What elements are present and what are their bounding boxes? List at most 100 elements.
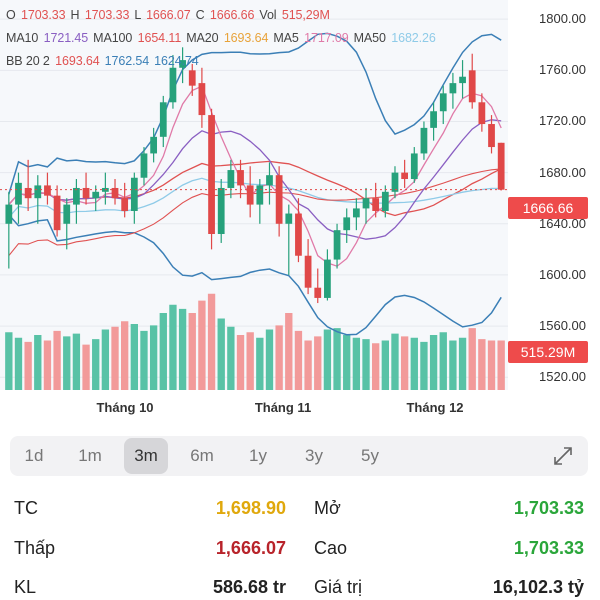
month-label: Tháng 10 (96, 400, 154, 415)
volume-bar (478, 339, 486, 390)
candle-body (15, 182, 22, 205)
price-axis-label: 1760.00 (539, 62, 586, 78)
candle-body (304, 255, 312, 288)
volume-bar (410, 337, 418, 390)
candle-body (459, 76, 466, 84)
range-button-1m[interactable]: 1m (78, 446, 102, 465)
legend-label: Vol (259, 8, 280, 22)
volume-bar (227, 326, 235, 390)
candle-body (53, 195, 61, 231)
legend-label: C (195, 8, 208, 22)
candle-body (63, 204, 71, 224)
candle-body (256, 185, 264, 205)
expand-icon[interactable] (552, 445, 574, 467)
legend-bb-row: BB 20 2 1693.64 1762.54 1624.74 (6, 54, 204, 68)
volume-bar (14, 337, 23, 390)
price-axis-label: 1800.00 (539, 11, 586, 27)
kl-label: KL (14, 577, 37, 597)
legend-ma-row: MA10 1721.45 MA100 1654.11 MA20 1693.64 MA5… (6, 31, 441, 45)
candle-body (343, 217, 351, 231)
candle-body (44, 185, 51, 196)
legend-value: 1721.45 (43, 31, 89, 45)
legend-label: MA20 (186, 31, 222, 45)
volume-bar (362, 339, 370, 390)
volume-bar (159, 313, 167, 390)
candle-body (92, 191, 100, 199)
range-button-3m[interactable]: 3m (124, 438, 168, 474)
price-axis-label: 1600.00 (539, 266, 586, 282)
candle-body (285, 213, 293, 224)
volume-bar (169, 304, 177, 390)
legend-label: MA10 (6, 31, 42, 45)
volume-bar (236, 335, 245, 390)
legend-value: 1666.07 (146, 8, 191, 22)
legend-label: MA5 (273, 31, 303, 45)
candle-body (82, 187, 90, 199)
candle-body (198, 83, 206, 116)
volume-bar (391, 333, 399, 390)
volume-bar (304, 340, 312, 390)
volume-bar (372, 343, 380, 390)
range-button-1d[interactable]: 1d (24, 446, 44, 465)
candle-body (352, 208, 360, 218)
volume-bar (275, 325, 283, 390)
candle-body (208, 115, 215, 234)
price-chart[interactable]: O 1703.33 H 1703.33 L 1666.07 C 1666.66 Vol … (0, 0, 600, 430)
range-button-5y[interactable]: 5y (361, 446, 379, 465)
legend-value: 515,29M (281, 8, 330, 22)
cao-value: 1,703.33 (513, 538, 584, 558)
legend-label: H (70, 8, 83, 22)
candle-body (381, 191, 389, 211)
candle-body (24, 187, 32, 199)
price-axis-label: 1560.00 (539, 318, 586, 334)
volume-bar (101, 329, 110, 390)
range-button-6m[interactable]: 6m (190, 446, 214, 465)
thap-value: 1,666.07 (215, 538, 286, 558)
candle-body (159, 102, 167, 137)
thap-label: Thấp (14, 538, 56, 558)
candle-body (333, 230, 341, 260)
candle-body (34, 185, 42, 199)
chart-canvas[interactable] (0, 0, 600, 430)
current-price-tag: 1666.66 (508, 197, 588, 219)
candle-body (497, 142, 505, 190)
legend-value: 1654.11 (137, 31, 182, 45)
volume-bar (111, 326, 119, 390)
volume-bar (449, 340, 457, 390)
legend-label: MA100 (93, 31, 136, 45)
volume-bar (188, 313, 196, 390)
volume-bar (217, 318, 225, 390)
legend-ohlc-row: O 1703.33 H 1703.33 L 1666.07 C 1666.66 Vol … (6, 8, 335, 22)
price-axis-label: 1680.00 (539, 164, 586, 180)
legend-label: O (6, 8, 19, 22)
time-range-selector: 1d 1m 3m 6m 1y 3y 5y (10, 436, 588, 476)
candle-body (73, 187, 80, 205)
ma5-line (8, 85, 502, 267)
legend-label: BB 20 2 (6, 54, 54, 68)
current-volume-tag: 515.29M (508, 341, 588, 363)
price-axis-label: 1720.00 (539, 113, 586, 129)
volume-bar (24, 341, 32, 390)
gia-tri-label: Giá trị (314, 577, 363, 597)
legend-value: 1762.54 (104, 54, 150, 68)
volume-bar (497, 340, 505, 390)
range-button-3y[interactable]: 3y (305, 446, 323, 465)
candle-body (275, 175, 283, 224)
candle-body (246, 185, 254, 205)
candle-body (227, 170, 235, 188)
volume-bar (140, 330, 148, 390)
candle-body (410, 153, 418, 180)
mo-label: Mở (314, 498, 341, 518)
volume-bar (53, 330, 61, 390)
candle-body (295, 213, 302, 256)
candle-body (478, 102, 486, 125)
volume-bar (92, 339, 100, 390)
volume-bar (314, 336, 322, 390)
candle-body (362, 198, 370, 209)
candle-body (169, 67, 177, 103)
volume-bar (43, 340, 52, 390)
candle-body (439, 93, 447, 112)
volume-bar (323, 329, 332, 390)
range-button-1y[interactable]: 1y (249, 446, 267, 465)
month-label: Tháng 11 (254, 400, 312, 415)
